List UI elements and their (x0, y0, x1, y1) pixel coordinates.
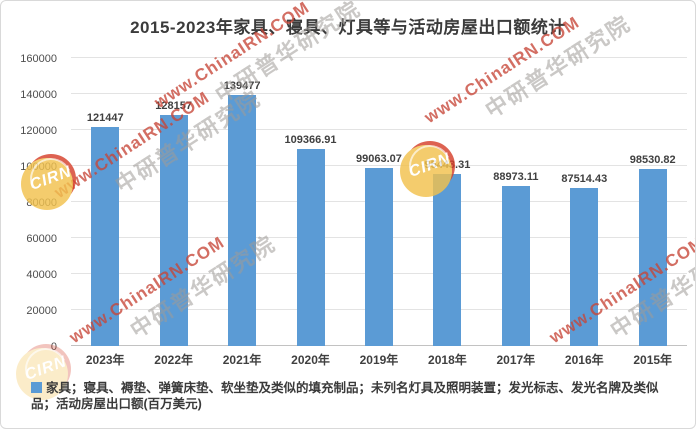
bar-slot: 139477 (208, 58, 276, 346)
chart-title: 2015-2023年家具、寝具、灯具等与活动房屋出口额统计 (130, 18, 566, 37)
bar-slot: 99063.07 (345, 58, 413, 346)
y-tick-label: 140000 (20, 89, 57, 101)
legend-label: 家具；寝具、褥垫、弹簧床垫、软坐垫及类似的填充制品；未列名灯具及照明装置；发光标… (31, 381, 659, 411)
bar-slot: 88973.11 (482, 58, 550, 346)
bar-value-label: 128157 (155, 100, 193, 113)
bar-slot: 128157 (139, 58, 207, 346)
y-tick-label: 120000 (20, 125, 57, 137)
bar-value-label: 139477 (223, 79, 261, 92)
bar (638, 168, 667, 346)
bar-value-label: 99063.07 (356, 152, 402, 165)
x-category-label: 2015年 (633, 353, 673, 367)
plot-area: 121447 128157 139477 109366.91 99063.07 95443… (71, 57, 687, 346)
x-axis-category-labels: 2023年 2022年 2021年 2020年 2019年 2018年 2017年 2016年… (71, 351, 687, 368)
y-tick-label: 40000 (26, 269, 57, 281)
x-category-label: 2023年 (85, 353, 125, 367)
bar-slot: 109366.91 (276, 58, 344, 346)
legend-color-swatch (31, 382, 42, 393)
bar-value-label: 88973.11 (493, 170, 539, 183)
gridline (71, 93, 687, 94)
bar-value-label: 98530.82 (629, 153, 676, 166)
y-tick-label: 100000 (20, 161, 57, 173)
x-category-label: 2019年 (359, 353, 399, 367)
y-tick-label: 0 (50, 341, 57, 353)
legend: 家具；寝具、褥垫、弹簧床垫、软坐垫及类似的填充制品；未列名灯具及照明装置；发光标… (31, 380, 679, 412)
bar (433, 174, 462, 346)
x-category-label: 2020年 (291, 353, 330, 367)
y-axis-tick-labels: 0 20000 40000 60000 80000 100000 120000 140000 1… (1, 53, 63, 353)
gridline (71, 129, 687, 130)
bar (159, 115, 188, 346)
bar-series: 121447 128157 139477 109366.91 99063.07 95443… (71, 58, 687, 346)
bar (570, 188, 599, 346)
bar-value-label: 109366.91 (284, 134, 337, 147)
x-category-label: 2022年 (154, 353, 193, 367)
bar-value-label: 95443.31 (424, 159, 471, 172)
gridline (71, 57, 687, 58)
bar (91, 127, 120, 346)
gridline (71, 165, 687, 166)
x-category-label: 2018年 (428, 353, 467, 367)
bar (228, 94, 257, 346)
bar (296, 149, 325, 346)
bar-value-label: 87514.43 (561, 173, 608, 186)
y-tick-label: 80000 (26, 197, 57, 209)
x-category-label: 2016年 (564, 353, 604, 367)
bar-slot: 121447 (71, 58, 139, 346)
x-category-label: 2017年 (496, 353, 536, 367)
bar-value-label: 121447 (86, 112, 124, 125)
bar-slot: 87514.43 (550, 58, 618, 346)
y-tick-label: 160000 (20, 53, 57, 65)
bar-slot: 98530.82 (619, 58, 687, 346)
y-tick-label: 60000 (26, 233, 57, 245)
bar (501, 185, 530, 346)
bar-slot: 95443.31 (413, 58, 481, 346)
y-tick-label: 20000 (26, 305, 57, 317)
bar (364, 167, 393, 346)
x-category-label: 2021年 (222, 353, 262, 367)
